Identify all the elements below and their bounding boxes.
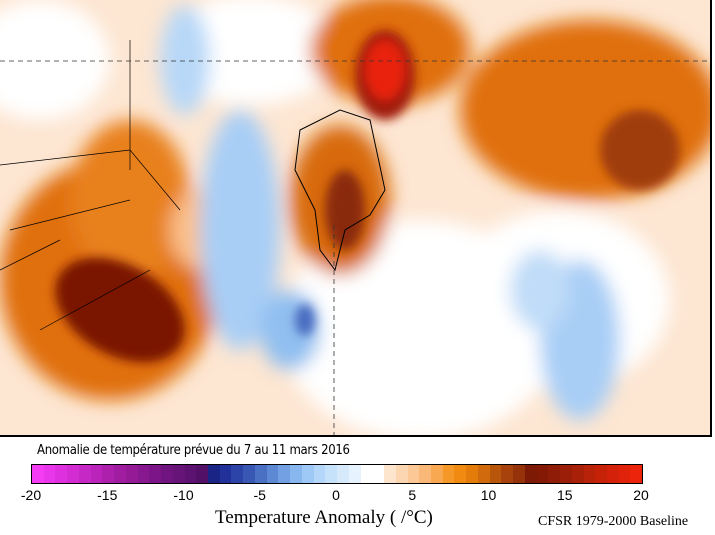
colorbar-bin [407,465,420,483]
colorbar-bin [208,465,220,483]
colorbar-bin [266,465,279,483]
colorbar-bin [571,465,584,483]
neutral-region-nw [0,0,110,120]
colorbar-bin [372,465,385,483]
colorbar-bin [337,465,349,483]
colorbar-bin [489,465,502,483]
colorbar-bin [360,465,373,483]
colorbar-bin [219,465,232,483]
temperature-anomaly-map [0,0,712,437]
colorbar-bin [325,465,338,483]
colorbar-bin [536,465,549,483]
colorbar-bin [172,465,185,483]
cold-region-scandinavia [510,250,570,330]
colorbar-bin [125,465,138,483]
dark-warm-region-siberia [600,110,680,190]
colorbar-bin [454,465,467,483]
colorbar-bin [513,465,525,483]
colorbar-bin [102,465,115,483]
greenland-coastline [294,109,386,272]
colorbar-tick-label: -15 [97,487,118,503]
colorbar-bin [254,465,267,483]
colorbar-tick-label: -5 [253,487,266,503]
colorbar-tick-label: 15 [556,487,573,503]
colorbar-bin [231,465,244,483]
colorbar-bin [583,465,596,483]
colorbar-units-label: Temperature Anomaly ( /°C) [215,507,433,528]
colorbar-tick-label: 5 [408,487,417,503]
colorbar-bin [55,465,68,483]
north-america-borders [0,40,181,331]
colorbar-bin [606,465,619,483]
colorbar-bin [78,465,91,483]
colorbar-bin [137,465,150,483]
colorbar [31,464,643,484]
colorbar-bin [243,465,255,483]
colorbar-bin [348,465,361,483]
dark-warm-region-north-america [55,257,185,363]
colorbar-bin [560,465,572,483]
colorbar-bin [395,465,408,483]
colorbar-bin [301,465,314,483]
colorbar-bin [290,465,302,483]
colorbar-bin [430,465,443,483]
colorbar-bin [501,465,514,483]
colorbar-bin [630,465,643,483]
colorbar-bin [32,465,44,483]
map-title: Anomalie de température prévue du 7 au 1… [37,443,350,458]
colorbar-bin [196,465,209,483]
colorbar-bin [313,465,326,483]
colorbar-bin [67,465,79,483]
colorbar-tick-label: 0 [332,487,340,503]
colorbar-bin [384,465,396,483]
colorbar-bin [419,465,431,483]
colorbar-bin [161,465,173,483]
colorbar-bin [278,465,291,483]
colorbar-bin [90,465,103,483]
colorbar-bin [477,465,490,483]
colorbar-bin [442,465,455,483]
colorbar-bin [114,465,126,483]
colorbar-tick-label: -20 [20,487,42,503]
cold-region-baffin [200,110,280,350]
colorbar-bin [548,465,561,483]
colorbar-tick-label: 10 [480,487,497,503]
colorbar-bin [466,465,478,483]
colorbar-bin [618,465,631,483]
strong-warm-core [365,40,405,100]
strong-cold-labrador-sea [295,304,315,336]
colorbar-bin [149,465,162,483]
cold-region-alaska [160,5,210,115]
colorbar-bin [43,465,56,483]
colorbar-bin [524,465,537,483]
map-canvas [0,0,710,435]
colorbar-tick-label: -10 [173,487,194,503]
dark-warm-region-greenland [325,170,365,250]
colorbar-tick-label: 20 [633,487,649,503]
colorbar-bin [595,465,607,483]
colorbar-bin [184,465,197,483]
baseline-label: CFSR 1979-2000 Baseline [538,514,689,529]
